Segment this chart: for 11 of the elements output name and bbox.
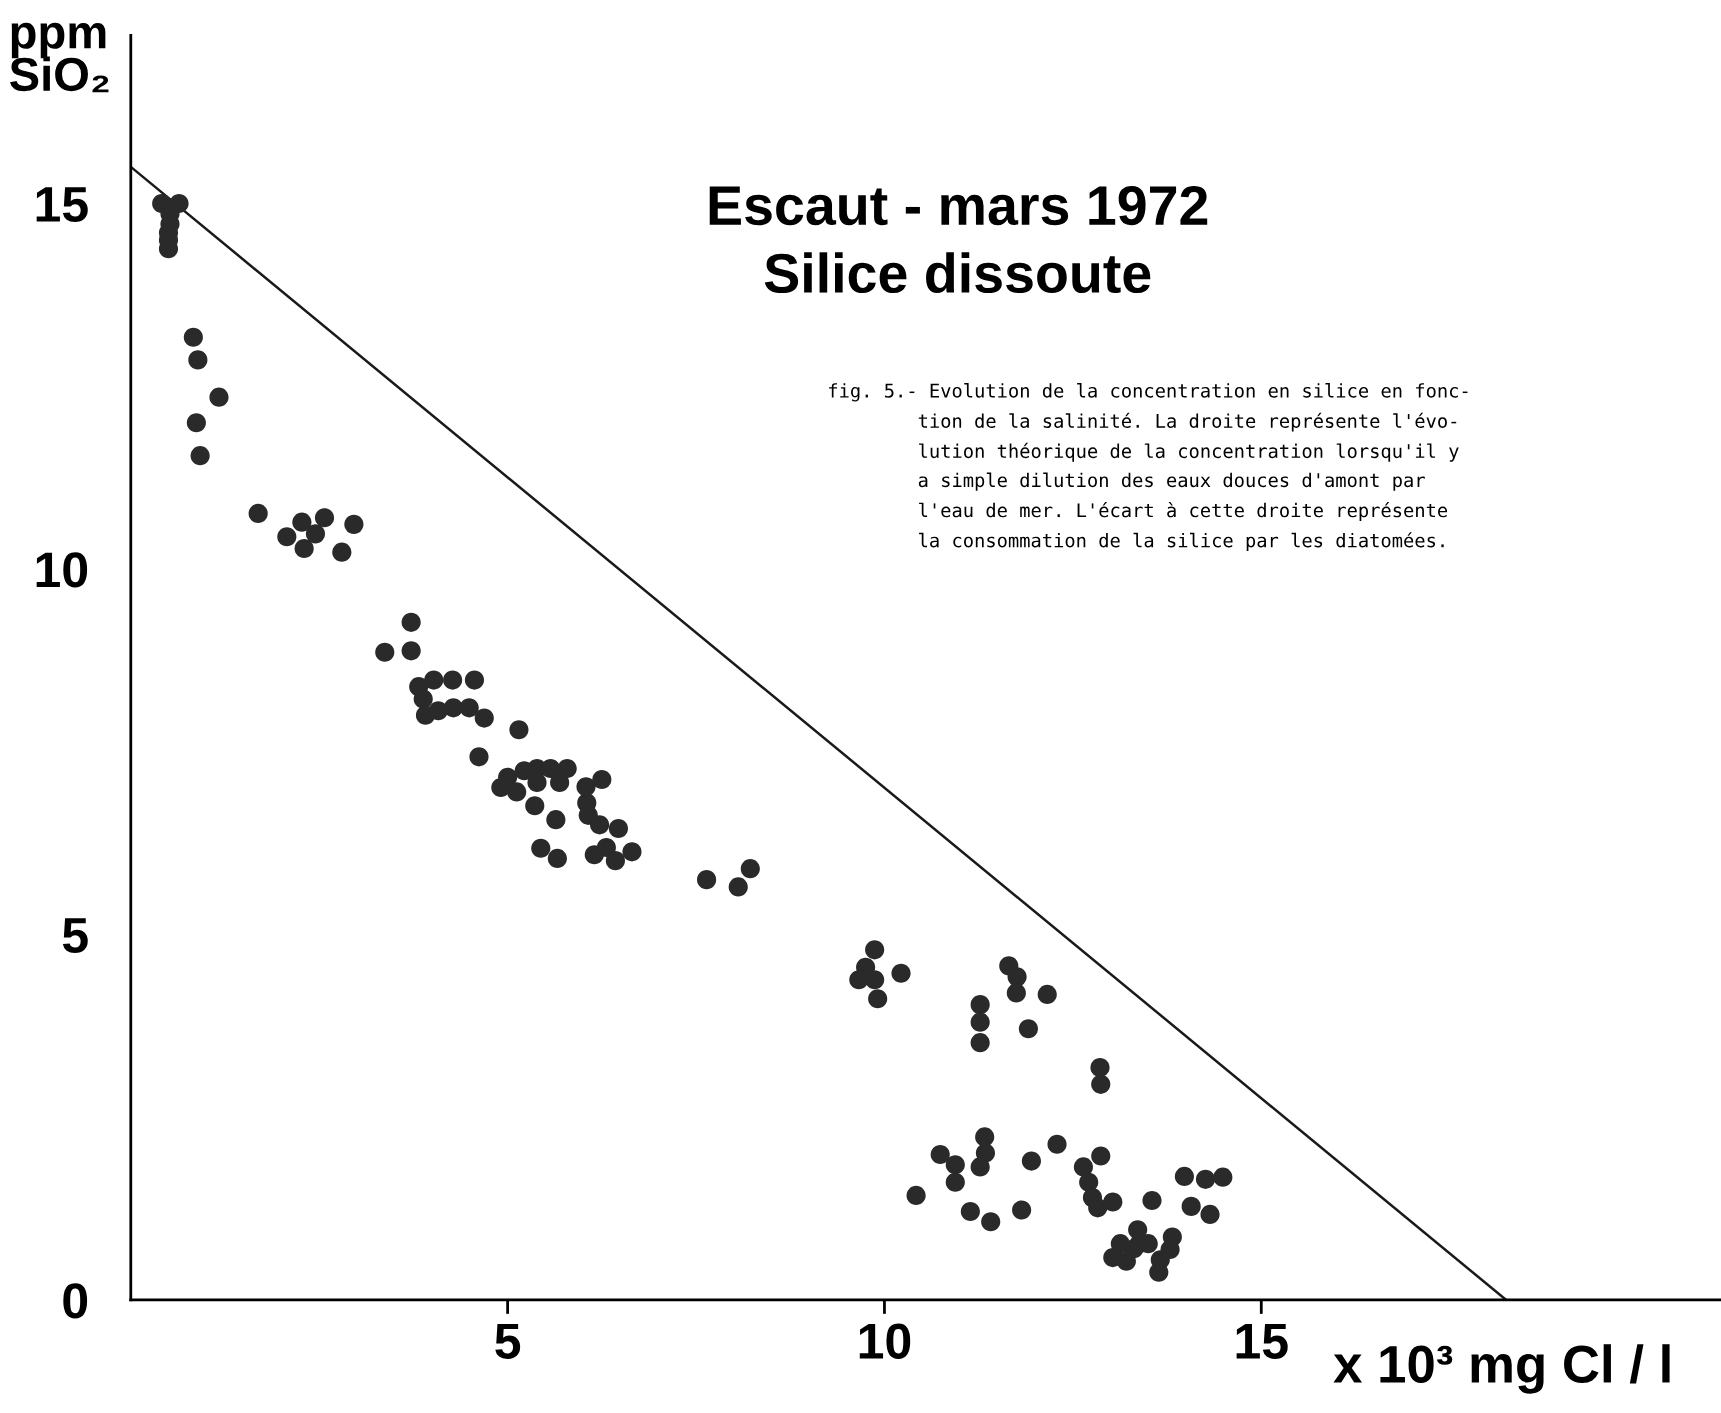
x-tick-label: 10 bbox=[859, 1323, 911, 1359]
y-tick-label: 15 bbox=[36, 187, 88, 223]
x-tick-label: 5 bbox=[495, 1324, 521, 1359]
x-tick-label: 15 bbox=[1236, 1324, 1288, 1359]
x-axis-title: x 10³ mg Cl / l bbox=[1333, 1344, 1670, 1394]
y-axis-title: ppm SiO₂ bbox=[9, 22, 109, 93]
y-tick-label: 10 bbox=[36, 552, 88, 588]
text: Escaut - mars 1972 Silice dissoute bbox=[709, 185, 1208, 294]
y-tick-label: 0 bbox=[63, 1283, 88, 1319]
y-tick-label: 5 bbox=[62, 918, 88, 954]
annotation: fig. 5.- Evolution de la concentration en silice en fonc- tion de la salinité. La droite représente l'évo- lution théorique de la concentration lorsqu'il y a simple dilution des eaux douces d'amont par l'eau de mer. L'écart à cette droite représente la consommation de la silice par les diatomées. bbox=[829, 383, 1468, 552]
